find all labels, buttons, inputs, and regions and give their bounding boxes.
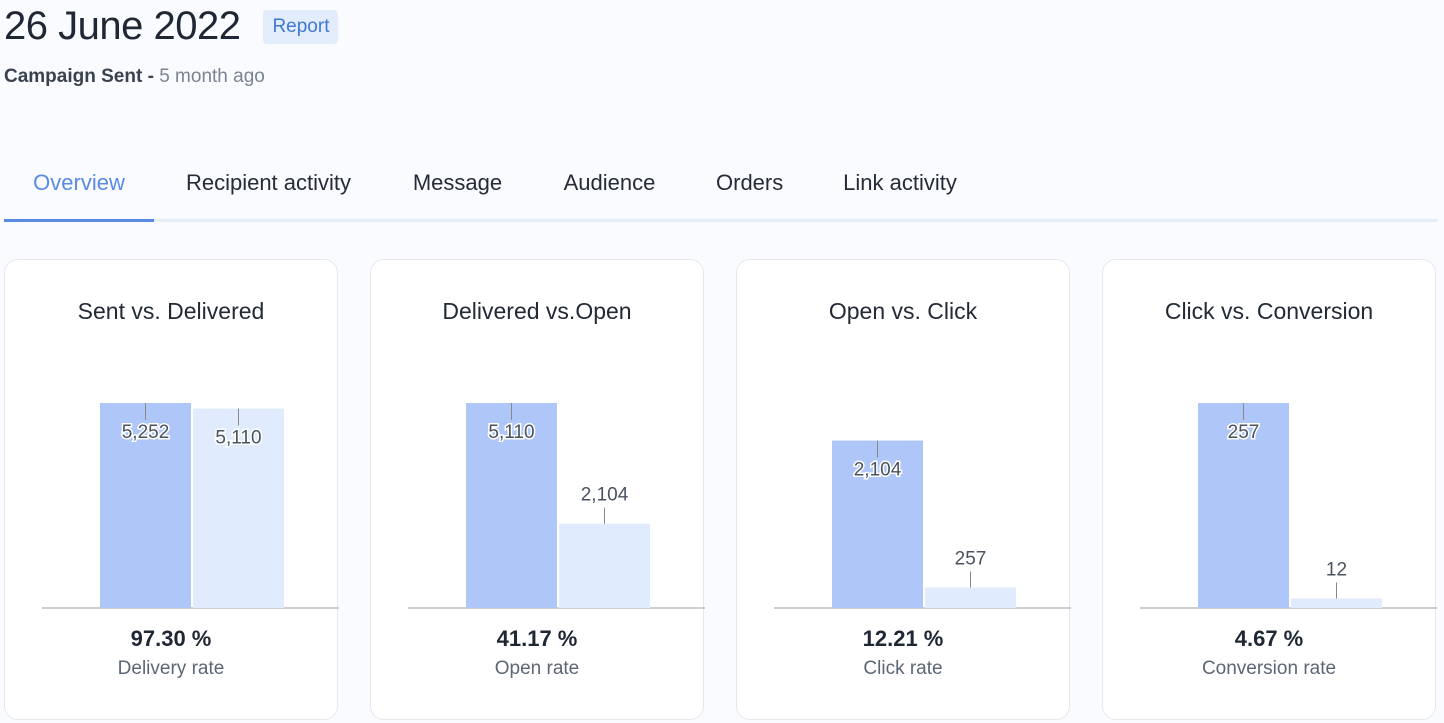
chart-title: Delivered vs.Open [442, 298, 632, 324]
bar-chart: 5,110 2,104 [408, 403, 705, 609]
click-rate-label: Click rate [863, 658, 943, 679]
bar-1[interactable] [1291, 598, 1382, 608]
bar-0[interactable] [1198, 403, 1289, 608]
tab-link-activity[interactable]: Link activity [843, 170, 957, 195]
bar-1[interactable] [925, 587, 1016, 608]
bar-value-label: 257 [955, 549, 987, 570]
bar-value-label: 12 [1326, 559, 1347, 580]
bar-0[interactable] [832, 440, 923, 608]
bar-value-label: 5,110 [488, 422, 534, 443]
chart-card-click-conversion: Click vs. Conversion 257 12 4.67 % Conver… [1102, 259, 1437, 720]
tab-orders[interactable]: Orders [716, 170, 784, 195]
click-rate-value: 12.21 % [862, 626, 944, 651]
bar-chart: 257 12 [1140, 403, 1437, 609]
campaign-status: Campaign Sent - 5 month ago [4, 66, 338, 88]
campaign-status-label: Campaign Sent [4, 66, 143, 87]
tab-message[interactable]: Message [412, 170, 503, 195]
bar-1[interactable] [559, 523, 650, 608]
page-title: 26 June 2022 [4, 3, 241, 48]
title-row: 26 June 2022 Report [4, 0, 339, 52]
chart-title: Sent vs. Delivered [77, 298, 265, 324]
bar-0[interactable] [466, 403, 557, 608]
chart-card-delivered-open: Delivered vs.Open 5,110 2,104 41.17 % Ope… [370, 259, 705, 720]
bar-value-label: 257 [1228, 422, 1260, 443]
tab-recipient-activity[interactable]: Recipient activity [185, 170, 352, 195]
campaign-sent-ago: 5 month ago [159, 66, 265, 87]
bar-chart: 2,104 257 [774, 440, 1071, 609]
chart-title: Click vs. Conversion [1164, 298, 1374, 324]
delivery-rate-label: Delivery rate [117, 658, 225, 679]
bar-1[interactable] [193, 408, 284, 608]
report-badge: Report [263, 10, 339, 44]
bar-chart: 5,252 5,110 [42, 403, 339, 609]
bar-value-label: 5,110 [215, 428, 261, 449]
bar-0[interactable] [100, 403, 191, 608]
delivery-rate-value: 97.30 % [130, 626, 212, 651]
chart-card-sent-delivered: Sent vs. Delivered 5,252 5,110 97.30 % De… [4, 259, 339, 720]
bar-value-label: 2,104 [854, 460, 902, 481]
chart-card-open-click: Open vs. Click 2,104 257 12.21 % Click ra… [736, 259, 1071, 720]
tab-overview[interactable]: Overview [4, 152, 154, 222]
bar-value-label: 5,252 [122, 422, 170, 443]
open-rate-label: Open rate [494, 658, 580, 679]
status-separator: - [142, 66, 160, 87]
conversion-rate-value: 4.67 % [1234, 626, 1304, 651]
conversion-rate-label: Conversion rate [1201, 658, 1337, 679]
open-rate-value: 41.17 % [496, 626, 578, 651]
bar-value-label: 2,104 [581, 485, 629, 506]
page-header: 26 June 2022 Report Campaign Sent - 5 mo… [4, 0, 339, 88]
tab-audience[interactable]: Audience [563, 170, 656, 195]
chart-title: Open vs. Click [828, 298, 978, 324]
tab-bar: Overview Recipient activity Message Audi… [4, 152, 1438, 222]
